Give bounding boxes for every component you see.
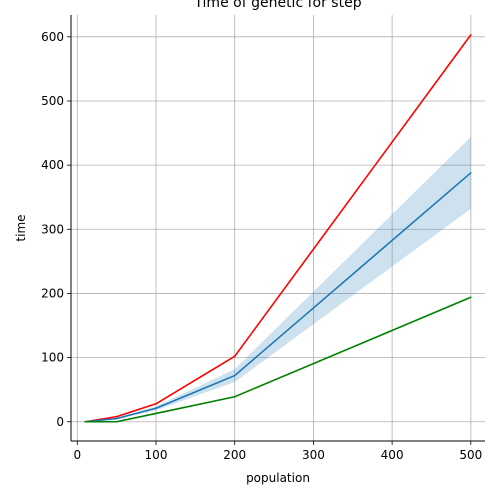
y-tick-label: 400 [41, 158, 64, 172]
series-1-point [115, 417, 118, 420]
y-tick-label: 200 [41, 286, 64, 300]
chart-title: Time of genetic for step [193, 0, 361, 11]
y-axis-label: time [14, 214, 28, 241]
y-tick-label: 100 [41, 351, 64, 365]
series-layer [84, 34, 472, 423]
series-2-point [470, 296, 472, 299]
series-0-point [470, 34, 472, 36]
x-tick-label: 0 [73, 448, 81, 462]
x-tick-label: 500 [459, 448, 482, 462]
y-tick-label: 600 [41, 30, 64, 44]
y-tick-label: 0 [56, 415, 64, 429]
axes-layer [70, 15, 485, 442]
x-tick-label: 100 [145, 448, 168, 462]
series-0-point [233, 355, 236, 358]
series-1-point [155, 407, 157, 410]
grid-layer [71, 15, 485, 441]
x-tick-label: 300 [302, 448, 325, 462]
series-0-point [155, 402, 157, 405]
x-tick-label: 400 [381, 448, 404, 462]
series-2-point [155, 412, 157, 415]
x-tick-label: 200 [223, 448, 246, 462]
y-tick-label: 500 [41, 94, 64, 108]
series-2-line [85, 296, 472, 423]
series-1-point [233, 374, 236, 377]
y-tick-label: 300 [41, 222, 64, 236]
series-0-point [115, 415, 118, 418]
x-axis-label: population [246, 471, 310, 485]
series-1-point [470, 172, 472, 174]
series-2-point [115, 420, 118, 423]
tick-layer: 0 100 200 300 400 500 0 100 200 300 400 500 600 [41, 30, 482, 462]
series-2-point [84, 420, 86, 423]
series-2-point [233, 395, 236, 398]
